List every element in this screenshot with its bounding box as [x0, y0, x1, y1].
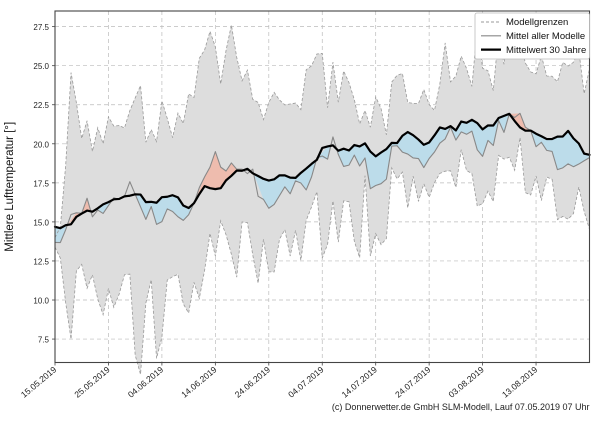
svg-text:10.0: 10.0	[33, 297, 49, 306]
svg-text:12.5: 12.5	[33, 257, 49, 266]
svg-text:27.5: 27.5	[33, 23, 49, 32]
svg-text:15.0: 15.0	[33, 218, 49, 227]
svg-text:25.0: 25.0	[33, 62, 49, 71]
svg-text:(c) Donnerwetter.de GmbH SLM-M: (c) Donnerwetter.de GmbH SLM-Modell, Lau…	[332, 402, 590, 412]
svg-text:Mittlere Lufttemperatur [°]: Mittlere Lufttemperatur [°]	[4, 122, 16, 252]
svg-text:Mittelwert 30 Jahre: Mittelwert 30 Jahre	[506, 45, 586, 56]
svg-text:22.5: 22.5	[33, 101, 49, 110]
svg-text:Modellgrenzen: Modellgrenzen	[506, 17, 568, 28]
svg-text:7.5: 7.5	[38, 336, 50, 345]
svg-text:Mittel aller Modelle: Mittel aller Modelle	[506, 31, 585, 42]
svg-text:17.5: 17.5	[33, 179, 49, 188]
svg-text:20.0: 20.0	[33, 140, 49, 149]
